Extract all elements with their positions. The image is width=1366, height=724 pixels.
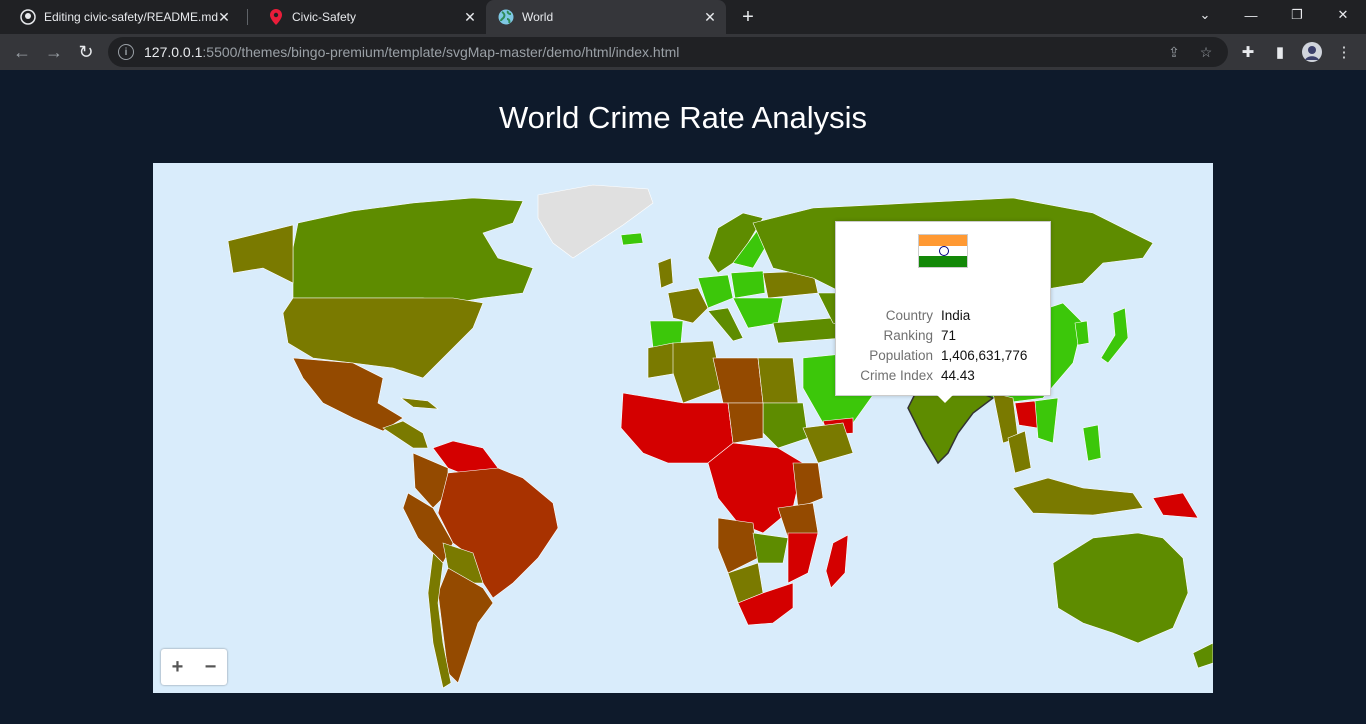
tab-label: Civic-Safety (292, 10, 357, 24)
country-japan[interactable] (1100, 307, 1129, 364)
country-sudan[interactable] (762, 402, 809, 449)
country-cuba[interactable] (399, 397, 439, 410)
tab-world[interactable]: World ✕ (486, 0, 726, 34)
india-flag-icon (918, 234, 968, 268)
country-usa[interactable] (282, 297, 484, 379)
tab-label: World (522, 10, 554, 24)
tooltip-label: Ranking (883, 328, 933, 343)
avatar[interactable] (1302, 42, 1322, 62)
country-egypt[interactable] (757, 357, 799, 404)
tab-civic-safety[interactable]: Civic-Safety ✕ (248, 0, 486, 34)
country-algeria[interactable] (672, 340, 724, 404)
country-philippines[interactable] (1082, 424, 1102, 462)
country-france[interactable] (667, 287, 709, 324)
address-bar[interactable]: i 127.0.0.1:5500/themes/bingo-premium/te… (108, 37, 1228, 67)
zoom-controls: + − (161, 649, 227, 685)
country-chile[interactable] (427, 552, 452, 689)
tab-separator (247, 9, 248, 25)
tooltip-value: India (941, 308, 971, 323)
url-path: :5500/themes/bingo-premium/template/svgM… (202, 44, 680, 60)
country-vietnam[interactable] (1034, 397, 1059, 444)
country-italy[interactable] (707, 307, 744, 342)
country-brazil[interactable] (437, 467, 559, 599)
country-canada[interactable] (292, 197, 534, 304)
extensions-icon[interactable]: ✚ (1241, 44, 1255, 61)
menu-icon[interactable]: ⋮ (1336, 44, 1352, 61)
tooltip-label: Crime Index (860, 368, 933, 383)
country-chad[interactable] (727, 402, 764, 444)
country-greenland[interactable] (537, 184, 654, 259)
country-ethiopia[interactable] (802, 422, 854, 464)
country-angola[interactable] (717, 517, 759, 574)
close-icon[interactable]: ✕ (704, 8, 716, 25)
world-map[interactable]: Country India Ranking 71 Population 1,40… (153, 163, 1213, 693)
country-argentina[interactable] (437, 567, 494, 684)
new-tab-button[interactable]: + (742, 5, 754, 28)
tooltip-value: 44.43 (941, 368, 975, 383)
tab-search-icon[interactable]: ⌄ (1199, 7, 1211, 22)
close-window-button[interactable]: ✕ (1337, 7, 1349, 22)
close-icon[interactable]: ✕ (218, 8, 230, 25)
country-iceland[interactable] (620, 232, 644, 246)
zoom-in-button[interactable]: + (171, 655, 184, 678)
tab-bar: Editing civic-safety/README.md ✕ Civic-S… (0, 0, 1366, 34)
country-papua-new-guinea[interactable] (1152, 492, 1199, 519)
reload-button[interactable]: ↻ (78, 41, 94, 62)
country-colombia[interactable] (412, 452, 449, 509)
tooltip-label: Country (885, 308, 933, 323)
country-norway[interactable] (707, 212, 764, 274)
country-mozambique[interactable] (787, 532, 819, 584)
country-kenya[interactable] (792, 462, 824, 509)
tab-label: Editing civic-safety/README.md (44, 10, 219, 24)
country-australia[interactable] (1052, 532, 1189, 644)
country-new-zealand[interactable] (1192, 642, 1213, 669)
country-libya[interactable] (712, 357, 764, 404)
country-laos[interactable] (1014, 400, 1039, 429)
country-tooltip: Country India Ranking 71 Population 1,40… (835, 221, 1051, 403)
map-pin-icon (268, 9, 284, 25)
page-title: World Crime Rate Analysis (498, 100, 868, 135)
url-host: 127.0.0.1 (144, 44, 203, 60)
minimize-button[interactable]: — (1244, 7, 1258, 23)
country-south-africa[interactable] (737, 582, 794, 626)
country-west-africa[interactable] (620, 392, 734, 464)
tooltip-label: Population (869, 348, 933, 363)
country-indonesia[interactable] (1012, 477, 1144, 516)
forward-button[interactable]: → (45, 41, 63, 62)
country-thailand[interactable] (1007, 430, 1032, 474)
country-korea[interactable] (1074, 320, 1090, 346)
info-icon[interactable]: i (118, 44, 134, 60)
country-zambia[interactable] (752, 532, 789, 564)
share-icon[interactable]: ⇪ (1168, 43, 1180, 60)
country-central-america[interactable] (382, 420, 429, 449)
star-icon[interactable]: ☆ (1199, 43, 1213, 60)
tab-github[interactable]: Editing civic-safety/README.md ✕ (0, 0, 240, 34)
side-panel-icon[interactable]: ▮ (1275, 44, 1285, 61)
restore-button[interactable]: ❐ (1291, 7, 1303, 22)
country-mexico[interactable] (292, 357, 404, 432)
url-text: 127.0.0.1:5500/themes/bingo-premium/temp… (144, 44, 679, 60)
country-madagascar[interactable] (825, 534, 849, 589)
globe-icon (498, 9, 514, 25)
country-usa-alaska[interactable] (227, 224, 294, 284)
back-button[interactable]: ← (13, 41, 31, 62)
country-poland[interactable] (730, 270, 766, 299)
close-icon[interactable]: ✕ (464, 8, 476, 25)
tooltip-value: 1,406,631,776 (941, 348, 1028, 363)
browser-toolbar: ← → ↻ i 127.0.0.1:5500/themes/bingo-prem… (0, 34, 1366, 70)
zoom-out-button[interactable]: − (204, 655, 217, 678)
tooltip-value: 71 (941, 328, 957, 343)
github-icon (20, 9, 36, 25)
map-svg[interactable] (153, 163, 1213, 693)
page: World Crime Rate Analysis (0, 70, 1366, 724)
country-uk[interactable] (657, 257, 674, 289)
